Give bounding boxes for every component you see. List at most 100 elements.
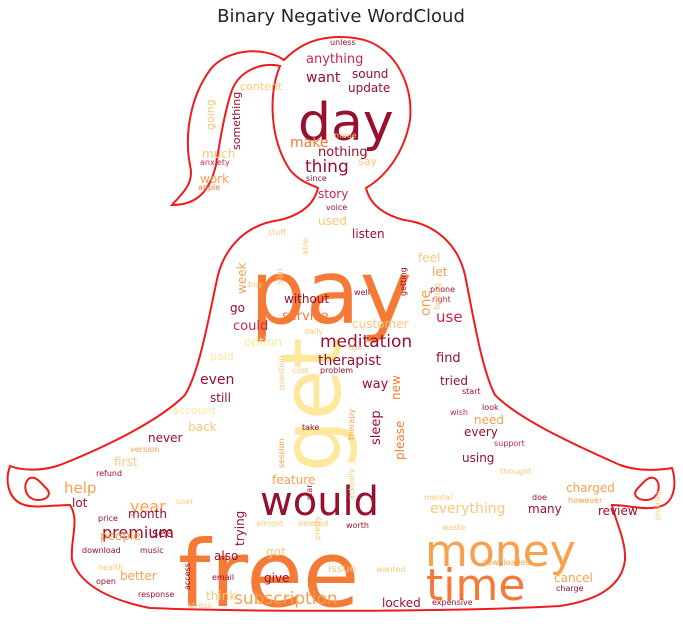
- word-two: two: [348, 343, 363, 352]
- word-lot: lot: [72, 496, 88, 510]
- word-customer: customer: [352, 317, 409, 331]
- word-time: time: [426, 560, 525, 611]
- word-first: first: [114, 455, 138, 469]
- word-start: start: [462, 387, 481, 396]
- word-refund: refund: [96, 469, 122, 478]
- word-get: get: [265, 337, 360, 472]
- word-user: user: [176, 497, 194, 506]
- word-therapist: therapist: [318, 353, 381, 369]
- word-therapy: therapy: [347, 409, 356, 440]
- word-apple: apple: [198, 183, 220, 192]
- word-trying: trying: [233, 511, 247, 546]
- word-give: give: [264, 571, 289, 585]
- word-health: health: [98, 563, 123, 572]
- word-sleep: sleep: [369, 410, 384, 445]
- word-sign: sign: [275, 268, 284, 285]
- word-waste: waste: [442, 523, 466, 532]
- word-phone: phone: [430, 285, 455, 294]
- word-tried: tried: [440, 374, 468, 388]
- word-new: new: [389, 375, 403, 400]
- word-buy: buy: [248, 280, 263, 289]
- word-would: would: [260, 479, 379, 525]
- word-content: content: [240, 80, 283, 93]
- word-one: one: [418, 290, 434, 316]
- word-mental: mental: [424, 493, 452, 502]
- word-downloaded: downloaded: [482, 558, 531, 567]
- word-story: story: [318, 187, 348, 201]
- word-feel: feel: [418, 251, 440, 265]
- word-price: price: [98, 514, 118, 523]
- word-people: people: [100, 529, 141, 543]
- word-week: week: [235, 262, 249, 294]
- word-meditation: meditation: [320, 332, 412, 352]
- word-getting: getting: [399, 267, 408, 296]
- word-got: got: [266, 545, 286, 559]
- word-think: think: [206, 589, 236, 603]
- word-help: help: [64, 479, 96, 497]
- word-cancel: cancel: [554, 571, 593, 585]
- word-expensive: expensive: [432, 598, 473, 607]
- word-could: could: [233, 319, 268, 334]
- word-daily: daily: [304, 327, 323, 336]
- word-still: still: [210, 391, 231, 405]
- word-please: please: [393, 421, 407, 460]
- word-used: used: [318, 214, 347, 228]
- word-made: made: [334, 131, 357, 140]
- word-stuff: stuff: [268, 228, 286, 237]
- word-month: month: [128, 507, 167, 521]
- word-thought: thought: [500, 467, 531, 476]
- word-however: however: [568, 496, 603, 505]
- word-support: support: [494, 439, 525, 448]
- word-almost: almost: [256, 519, 283, 528]
- word-email: email: [212, 573, 234, 582]
- word-let: let: [432, 265, 448, 279]
- word-without: without: [284, 292, 329, 306]
- word-listen: listen: [352, 227, 385, 241]
- word-option: option: [244, 335, 282, 349]
- word-free: free: [178, 521, 359, 624]
- word-see: see: [152, 526, 173, 540]
- word-money: money: [425, 526, 576, 577]
- word-question: question: [277, 355, 286, 390]
- word-need: need: [474, 413, 504, 427]
- word-locked: locked: [382, 596, 421, 610]
- word-day: day: [298, 93, 394, 153]
- word-nothing: nothing: [318, 145, 368, 160]
- word-able: able: [301, 238, 310, 255]
- word-download: download: [82, 546, 121, 555]
- word-also: also: [214, 549, 238, 563]
- meditating-woman-silhouette-outline: [6, 35, 676, 612]
- word-stress: stress: [188, 601, 212, 610]
- word-since: since: [306, 174, 327, 183]
- word-premium: premium: [102, 523, 174, 542]
- word-access: access: [183, 563, 192, 590]
- word-charge: charge: [556, 584, 584, 593]
- word-say: say: [358, 155, 377, 168]
- word-use: use: [436, 308, 463, 326]
- word-using: using: [462, 451, 494, 465]
- word-pretty: pretty: [313, 516, 322, 540]
- word-actually: actually: [347, 468, 356, 500]
- word-pay: pay: [250, 241, 412, 344]
- word-journey: journey: [653, 490, 662, 521]
- word-look: look: [482, 403, 499, 412]
- word-go: go: [230, 301, 245, 315]
- word-doe: doe: [532, 493, 547, 502]
- word-way: way: [362, 377, 389, 392]
- word-much: much: [202, 147, 236, 161]
- word-never: never: [148, 431, 182, 445]
- word-issue: issue: [328, 562, 356, 575]
- word-music: music: [140, 546, 164, 555]
- word-cost: cost: [292, 366, 309, 375]
- word-many: many: [528, 502, 562, 516]
- word-feature: feature: [272, 473, 315, 487]
- word-well: well: [354, 288, 370, 297]
- word-wanted: wanted: [376, 565, 406, 574]
- word-everything: everything: [430, 501, 506, 517]
- word-review: review: [598, 504, 638, 518]
- word-even: even: [200, 372, 234, 388]
- word-better: better: [120, 569, 157, 583]
- word-going: going: [204, 99, 217, 130]
- word-anything: anything: [306, 52, 363, 67]
